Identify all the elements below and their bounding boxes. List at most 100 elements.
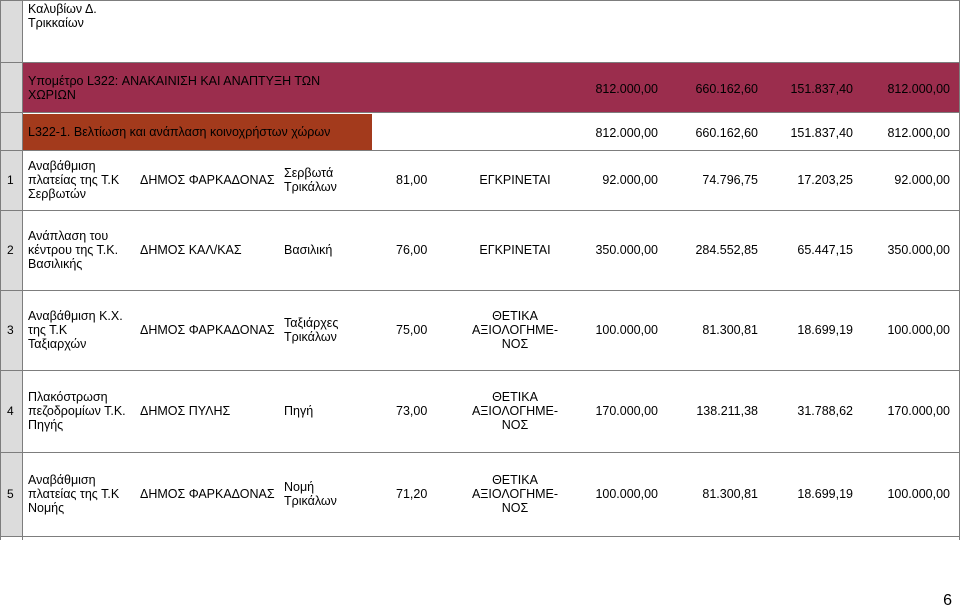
status: ΘΕΤΙΚΑ ΑΞΙΟΛΟΓΗΜΕ- ΝΟΣ (460, 452, 570, 536)
beneficiary: ΔΗΜΟΣ ΦΑΡΚΑΔΟΝΑΣ (140, 173, 275, 187)
measure-approved: 812.000,00 (887, 82, 950, 96)
project-name-line: Σερβωτών (28, 187, 86, 201)
project-name: Αναβάθμιση πλατείας της Τ.Κ Σερβωτών (28, 150, 138, 210)
amount-private: 17.203,25 (797, 173, 853, 187)
amount-public: 284.552,85 (695, 243, 758, 257)
location: Ταξιάρχες Τρικάλων (284, 290, 384, 370)
amount-public: 81.300,81 (702, 323, 758, 337)
beneficiary: ΔΗΜΟΣ ΦΑΡΚΑΔΟΝΑΣ (140, 323, 275, 337)
amount-approved: 100.000,00 (887, 487, 950, 501)
measure-public: 660.162,60 (695, 82, 758, 96)
status-line: ΘΕΤΙΚΑ (492, 473, 538, 487)
beneficiary: ΔΗΜΟΣ ΠΥΛΗΣ (140, 404, 231, 418)
project-name-line: Αναβάθμιση Κ.Χ. (28, 309, 123, 323)
status-line: ΝΟΣ (501, 337, 529, 351)
action-title-text: L322-1. Βελτίωση και ανάπλαση κοινοχρήστ… (28, 125, 331, 139)
grid-line (0, 452, 960, 453)
status-line: ΘΕΤΙΚΑ (492, 390, 538, 404)
grid-line (0, 290, 960, 291)
location-line: Τρικάλων (284, 180, 337, 194)
status-line: ΕΓΚΡΙΝΕΤΑΙ (479, 173, 551, 187)
row-index: 3 (0, 290, 22, 370)
project-name-line: Αναβάθμιση (28, 159, 96, 173)
score: 73,00 (396, 404, 428, 418)
amount-private: 65.447,15 (797, 243, 853, 257)
measure-total: 812.000,00 (595, 82, 658, 96)
status: ΘΕΤΙΚΑ ΑΞΙΟΛΟΓΗΜΕ- ΝΟΣ (460, 370, 570, 452)
project-name-line: Πλακόστρωση (28, 390, 108, 404)
amount-total: 100.000,00 (595, 487, 658, 501)
location-line: Σερβωτά (284, 166, 334, 180)
beneficiary: ΔΗΜΟΣ ΦΑΡΚΑΔΟΝΑΣ (140, 487, 275, 501)
row-index: 5 (0, 452, 22, 536)
amount-total: 92.000,00 (602, 173, 658, 187)
amount-approved: 350.000,00 (887, 243, 950, 257)
project-name-line: Αναβάθμιση (28, 473, 96, 487)
score: 71,20 (396, 487, 428, 501)
grid-line (0, 210, 960, 211)
amount-total: 350.000,00 (595, 243, 658, 257)
amount-approved: 92.000,00 (894, 173, 950, 187)
amount-total: 170.000,00 (595, 404, 658, 418)
location-line: Νομή (284, 480, 315, 494)
status-line: ΝΟΣ (501, 501, 529, 515)
amount-public: 138.211,38 (696, 404, 758, 418)
status-line: ΕΓΚΡΙΝΕΤΑΙ (479, 243, 551, 257)
amount-private: 18.699,19 (797, 487, 853, 501)
project-name-line: κέντρου της Τ.Κ. (28, 243, 119, 257)
measure-title-line-1: Υπομέτρο L322: ΑΝΑΚΑΙΝΙΣΗ ΚΑΙ ΑΝΑΠΤΥΞΗ Τ… (28, 74, 321, 88)
location-line: Βασιλική (284, 243, 333, 257)
measure-title: Υπομέτρο L322: ΑΝΑΚΑΙΝΙΣΗ ΚΑΙ ΑΝΑΠΤΥΞΗ Τ… (28, 72, 388, 104)
row-index-blank (0, 0, 22, 62)
project-name: Αναβάθμιση πλατείας της Τ.Κ Νομής (28, 452, 138, 536)
row-index-blank (0, 62, 22, 112)
score: 76,00 (396, 243, 428, 257)
amount-private: 18.699,19 (797, 323, 853, 337)
amount-approved: 170.000,00 (887, 404, 950, 418)
project-name-line: Ταξιαρχών (28, 337, 87, 351)
location: Σερβωτά Τρικάλων (284, 150, 384, 210)
action-total: 812.000,00 (595, 126, 658, 140)
row-index: 2 (0, 210, 22, 290)
status: ΘΕΤΙΚΑ ΑΞΙΟΛΟΓΗΜΕ- ΝΟΣ (460, 290, 570, 370)
grid-line (0, 370, 960, 371)
page-number: 6 (943, 592, 952, 609)
grid-line (0, 536, 960, 537)
status-line: ΑΞΙΟΛΟΓΗΜΕ- (471, 487, 559, 501)
grid-line (0, 150, 960, 151)
score: 81,00 (396, 173, 428, 187)
score: 75,00 (396, 323, 428, 337)
status-line: ΘΕΤΙΚΑ (492, 309, 538, 323)
location-line: Ταξιάρχες (284, 316, 339, 330)
measure-private: 151.837,40 (790, 82, 853, 96)
row-index: 1 (0, 150, 22, 210)
amount-total: 100.000,00 (595, 323, 658, 337)
grid-line (0, 0, 960, 1)
project-name: Πλακόστρωση πεζοδρομίων Τ.Κ. Πηγής (28, 370, 138, 452)
project-name-line: Πηγής (28, 418, 64, 432)
project-name-line: πλατείας της Τ.Κ (28, 487, 120, 501)
project-name-line: πλατείας της Τ.Κ (28, 173, 120, 187)
status-line: ΝΟΣ (501, 418, 529, 432)
action-private: 151.837,40 (790, 126, 853, 140)
action-public: 660.162,60 (695, 126, 758, 140)
row-index: 4 (0, 370, 22, 452)
project-name-line: Ανάπλαση του (28, 229, 109, 243)
header-cell: Καλυβίων Δ. Τρικκαίων (22, 0, 959, 40)
grid-line (0, 0, 1, 540)
project-name: Αναβάθμιση Κ.Χ. της Τ.Κ Ταξιαρχών (28, 290, 138, 370)
location-line: Τρικάλων (284, 494, 337, 508)
measure-title-line-2: ΧΩΡΙΩΝ (28, 88, 76, 102)
action-title: L322-1. Βελτίωση και ανάπλαση κοινοχρήστ… (22, 114, 372, 150)
location-line: Τρικάλων (284, 330, 337, 344)
header-line-1: Καλυβίων Δ. (28, 2, 97, 16)
grid-line (0, 112, 960, 113)
amount-public: 74.796,75 (702, 173, 758, 187)
amount-public: 81.300,81 (702, 487, 758, 501)
project-name-line: Βασιλικής (28, 257, 83, 271)
project-name-line: πεζοδρομίων Τ.Κ. (28, 404, 126, 418)
status: ΕΓΚΡΙΝΕΤΑΙ (460, 210, 570, 290)
amount-approved: 100.000,00 (887, 323, 950, 337)
status-line: ΑΞΙΟΛΟΓΗΜΕ- (471, 323, 559, 337)
location: Νομή Τρικάλων (284, 452, 384, 536)
